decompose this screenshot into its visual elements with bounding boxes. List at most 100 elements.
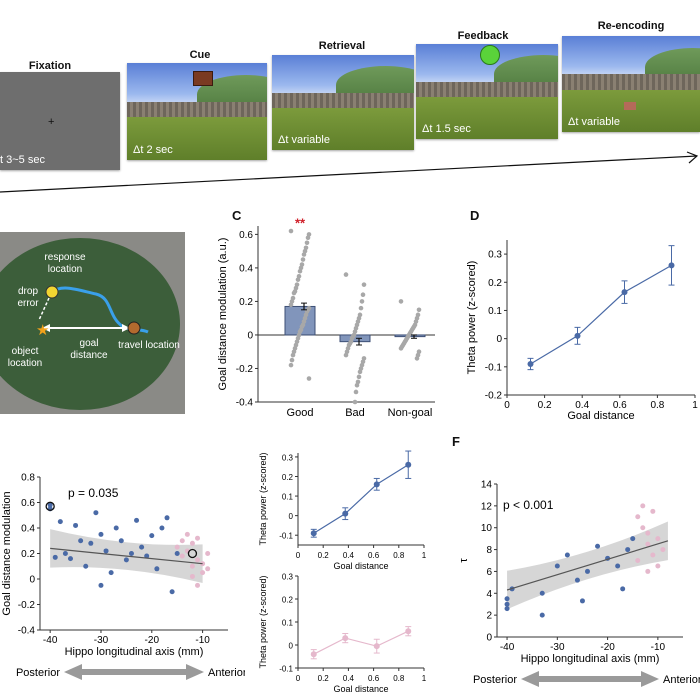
x-tick-label: 0.2 [318,674,330,683]
p-value-annotation: p < 0.001 [503,498,554,512]
y-tick-label: 0.3 [282,573,294,582]
response-marker [45,285,59,299]
data-point-posterior [174,551,180,556]
data-point-anterior [200,570,206,576]
timeline-arrow [0,151,699,193]
y-axis-label: Goal distance modulation [1,491,13,615]
arrow-left-icon [64,664,82,680]
y-tick-label: 0.2 [21,549,35,560]
arrow-right-icon [641,671,659,687]
chart-c: 0.6 0.4 0.2 0 -0.2 -0.4 Good Bad Non-goal ** Goal … [217,216,435,419]
data-point [289,357,295,363]
data-point-posterior [73,522,79,528]
x-axis-label: Hippo longitudinal axis (mm) [65,646,204,658]
data-point [668,262,675,269]
suitcase-icon [193,71,213,86]
data-point [574,332,581,339]
arena-diagram: ★ [36,285,149,339]
panel-label-d: D [470,208,480,223]
data-point-anterior [640,503,646,509]
y-tick-label: 0.2 [239,297,253,308]
data-point-anterior [645,568,651,574]
data-point [527,361,534,367]
data-point-anterior [655,536,661,542]
data-point-posterior [98,582,104,588]
y-tick-label: 0.2 [488,278,502,289]
x-tick-label: -30 [94,635,109,646]
data-point [301,252,307,257]
anterior-label: Anterior [208,667,245,679]
anterior-label: Anterior [663,674,700,686]
chart-e: 0.8 0.6 0.4 0.2 0 -0.2 -0.4 -40 -30 -20 -10 p = 0.0… [1,473,245,680]
data-point [288,228,294,234]
data-point-posterior [579,598,585,604]
y-tick-label: 10 [481,523,493,534]
x-axis-label: Goal distance [567,410,634,422]
y-tick-label: 0.2 [282,473,294,482]
x-tick-label: 0 [296,551,301,560]
y-tick-label: 8 [486,545,492,556]
x-tick-label: -20 [145,635,160,646]
data-point-posterior [83,563,89,569]
y-tick-label: 0 [496,334,502,345]
data-point-anterior [174,544,180,550]
goal-distance-label: goal distance [70,338,108,361]
data-point [414,356,420,361]
x-tick-label: 0.8 [650,400,664,411]
reencoding-duration: Δt variable [568,116,620,128]
data-point-posterior [539,590,545,596]
data-point-posterior [139,544,145,550]
data-point [342,635,349,642]
data-point [405,461,412,468]
retrieval-duration: Δt variable [278,134,330,146]
data-point-anterior [195,582,201,588]
step-title-fixation: Fixation [28,60,72,72]
fixation-duration: t 3~5 sec [0,154,45,166]
y-tick-label: 6 [486,567,492,578]
y-tick-label: 0.6 [21,498,35,509]
y-tick-label: 0 [289,642,294,651]
data-point [304,240,310,246]
x-tick-label: 0 [504,400,510,411]
y-tick-label: 0 [247,330,253,341]
data-point [288,302,294,308]
y-tick-label: 0.4 [239,263,253,274]
y-tick-label: -0.2 [485,391,503,402]
data-point-posterior [144,553,150,559]
fixation-screen: + t 3~5 sec [0,72,120,170]
y-tick-label: 2 [486,611,492,622]
data-point-posterior [159,525,165,531]
highlighted-point [187,548,198,559]
p-value-annotation: p = 0.035 [68,486,119,500]
y-tick-label: 0.8 [21,473,35,484]
data-point [353,389,359,395]
data-point-posterior [620,586,626,592]
data-point [300,257,306,262]
arena-panel: ★ response location drop error object lo… [0,232,185,414]
data-point-posterior [554,563,560,569]
x-tick-label: -10 [651,642,666,653]
posterior-label: Posterior [16,667,60,679]
data-point [310,530,317,537]
data-point [373,481,380,488]
y-tick-label: 0 [486,633,492,644]
data-point [398,299,404,304]
data-point-posterior [164,515,170,521]
data-point-posterior [134,517,140,523]
data-point-posterior [564,552,570,558]
data-point [290,352,296,358]
data-point-posterior [504,606,510,612]
data-point-posterior [584,568,590,574]
data-point-posterior [504,596,510,602]
x-tick-label: 0.2 [318,551,330,560]
data-point-anterior [195,557,201,563]
data-point [405,628,412,635]
y-tick-label: -0.1 [279,532,293,541]
x-tick-label: 0.4 [575,400,589,411]
data-point [291,290,297,296]
data-point [359,299,365,304]
y-tick-label: 12 [481,501,493,512]
data-point [352,399,358,405]
y-tick-label: 4 [486,589,492,600]
